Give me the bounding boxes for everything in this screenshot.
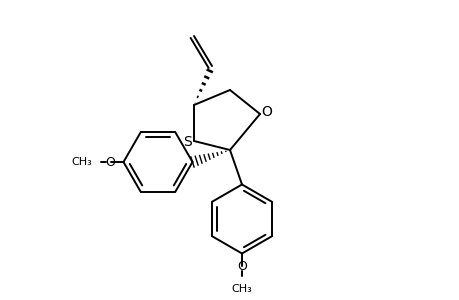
Polygon shape: [203, 154, 206, 162]
Polygon shape: [195, 156, 198, 166]
Polygon shape: [212, 153, 214, 158]
Text: S: S: [183, 136, 191, 149]
Polygon shape: [199, 155, 202, 164]
Text: CH₃: CH₃: [71, 157, 92, 167]
Polygon shape: [190, 156, 194, 168]
Polygon shape: [221, 152, 222, 154]
Text: CH₃: CH₃: [231, 284, 252, 293]
Polygon shape: [208, 154, 210, 160]
Text: O: O: [236, 260, 246, 273]
Text: O: O: [106, 155, 115, 169]
Polygon shape: [217, 152, 218, 156]
Text: O: O: [261, 106, 271, 119]
